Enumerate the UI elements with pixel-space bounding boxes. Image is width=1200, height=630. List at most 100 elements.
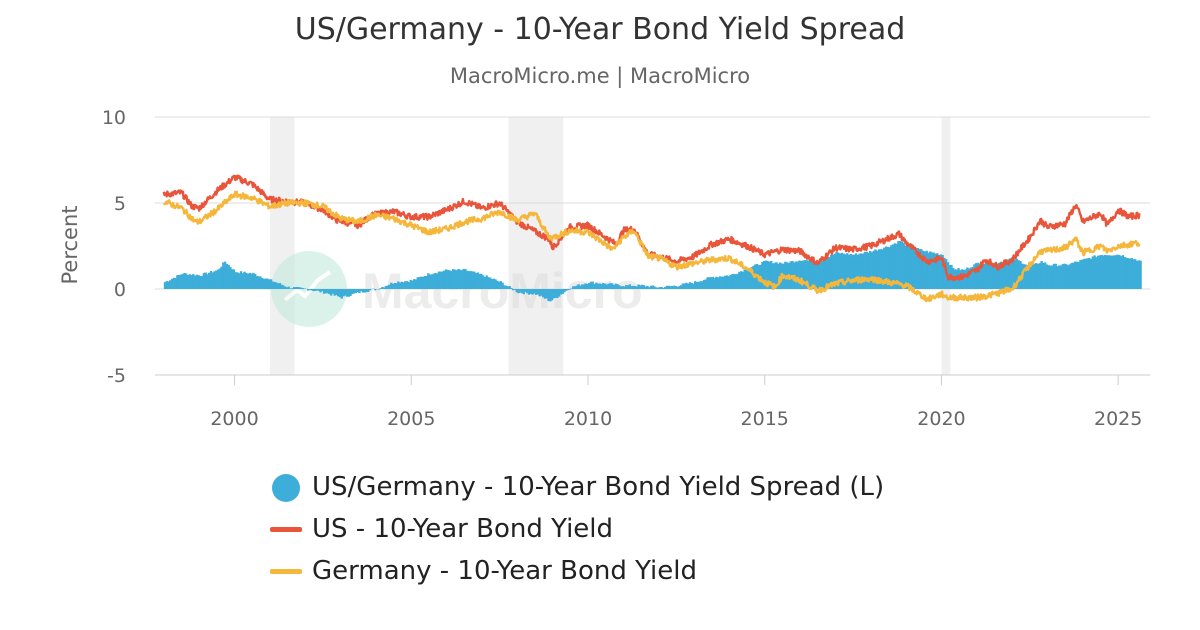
spread-bar: [503, 285, 506, 289]
spread-bar: [625, 284, 628, 289]
spread-bar: [444, 269, 448, 289]
spread-bar: [895, 243, 898, 289]
spread-bar: [501, 282, 504, 289]
spread-bar: [322, 289, 326, 294]
spread-bar: [669, 286, 672, 289]
spread-bar: [259, 276, 262, 289]
spread-bar: [865, 251, 868, 289]
spread-bar: [446, 270, 449, 289]
legend-item-us-yield[interactable]: US - 10-Year Bond Yield: [270, 508, 884, 550]
spread-bar: [932, 252, 935, 289]
spread-bar: [750, 267, 753, 289]
spread-bar: [554, 289, 557, 298]
spread-bar: [830, 254, 833, 289]
spread-bar: [310, 289, 313, 291]
spread-bar: [517, 289, 520, 294]
spread-bar: [338, 289, 342, 298]
legend-label: US - 10-Year Bond Yield: [312, 514, 614, 544]
spread-bar: [324, 289, 328, 294]
spread-bar: [962, 269, 966, 289]
spread-bar: [727, 276, 730, 289]
spread-bar: [1035, 263, 1038, 289]
spread-bar: [720, 276, 723, 289]
spread-bar: [308, 289, 312, 291]
legend-item-spread[interactable]: US/Germany - 10-Year Bond Yield Spread (…: [270, 466, 884, 508]
spread-bar: [1017, 260, 1020, 289]
spread-bar: [1068, 264, 1072, 289]
logo-trend-mark: [283, 270, 332, 302]
spread-bar: [188, 274, 191, 289]
spread-bar: [614, 283, 617, 289]
spread-bar: [1100, 254, 1103, 289]
spread-bar: [646, 285, 649, 289]
x-tick-label: 2015: [741, 408, 789, 430]
spread-bar: [531, 289, 534, 295]
spread-bar: [800, 260, 803, 289]
spread-bar: [1095, 257, 1098, 289]
spread-bar: [296, 286, 299, 289]
legend-dot-icon: [270, 470, 304, 504]
spread-bar: [789, 261, 792, 289]
spread-bar: [379, 288, 382, 289]
spread-bar: [356, 289, 359, 293]
spread-bar: [1091, 256, 1095, 289]
spread-bar: [466, 270, 469, 289]
spread-bar: [1111, 255, 1114, 289]
spread-bar: [729, 275, 732, 289]
spread-bar: [849, 253, 852, 289]
spread-bar: [808, 259, 812, 289]
spread-bar: [381, 286, 384, 289]
spread-bar: [922, 250, 925, 289]
spread-bar: [1058, 265, 1061, 289]
y-axis-label: Percent: [58, 205, 82, 284]
spread-bar: [361, 289, 365, 293]
legend-item-germany-yield[interactable]: Germany - 10-Year Bond Yield: [270, 550, 884, 592]
spread-bar: [641, 284, 644, 289]
spread-bar: [630, 286, 633, 289]
spread-bar: [1054, 263, 1057, 289]
spread-bar: [817, 262, 821, 289]
spread-bar: [1137, 260, 1140, 289]
spread-bar: [487, 277, 490, 289]
spread-bar: [879, 249, 882, 289]
spread-bar: [812, 261, 815, 289]
spread-bar: [299, 287, 303, 289]
spread-bar: [515, 289, 518, 293]
spread-bar: [844, 254, 847, 289]
spread-bar: [197, 275, 200, 289]
spread-bar: [971, 267, 974, 289]
spread-bar: [368, 289, 372, 291]
spread-bar: [192, 274, 195, 289]
spread-bar: [391, 283, 395, 289]
spread-bar: [559, 289, 563, 295]
spread-bar: [255, 275, 259, 289]
spread-bar: [858, 253, 861, 289]
spread-bar: [557, 289, 561, 297]
spread-bar: [317, 289, 320, 291]
spread-bar: [291, 288, 294, 289]
spread-bar: [481, 275, 485, 289]
spread-bar: [982, 264, 985, 289]
spread-bar: [450, 271, 453, 289]
spread-bar: [455, 270, 458, 289]
spread-bar: [874, 249, 877, 289]
spread-bar: [1125, 257, 1128, 289]
spread-bar: [497, 281, 501, 289]
spread-bar: [1036, 263, 1040, 289]
spread-bar: [741, 271, 745, 289]
spread-bar: [284, 286, 287, 289]
spread-bar: [1081, 259, 1084, 289]
spread-bar: [386, 285, 389, 289]
watermark-text: MacroMicro: [362, 263, 643, 319]
spread-bar: [1084, 258, 1087, 289]
spread-bar: [218, 268, 221, 289]
spread-bar: [572, 286, 575, 289]
spread-bar: [633, 286, 637, 289]
spread-bar: [402, 282, 405, 289]
spread-bar: [1031, 265, 1034, 289]
spread-bar: [519, 289, 522, 293]
spread-bar: [342, 289, 345, 297]
spread-bar: [1019, 260, 1022, 289]
germany-yield-line: [162, 190, 1141, 303]
spread-bar: [1070, 262, 1073, 289]
